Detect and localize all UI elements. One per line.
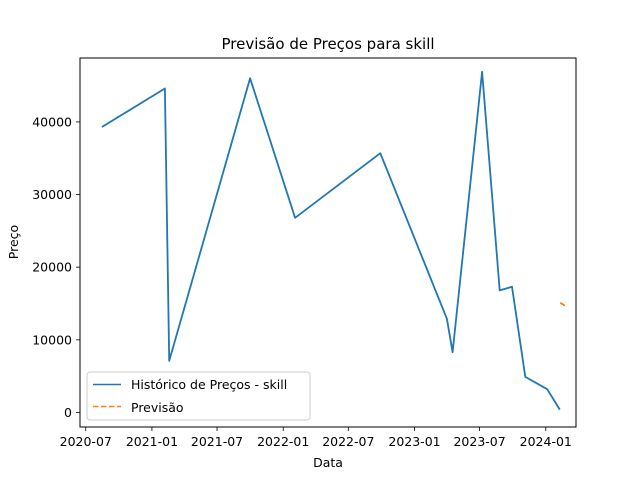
data-point-0-13: [559, 409, 561, 411]
data-point-0-11: [524, 376, 526, 378]
x-tick-label-1: 2021-01: [126, 434, 178, 449]
data-point-0-9: [499, 289, 501, 291]
series-line-1: [559, 302, 567, 308]
x-tick-label-0: 2020-07: [60, 434, 112, 449]
data-point-0-6: [446, 318, 448, 320]
legend-label-historico: Histórico de Preços - skill: [131, 377, 287, 392]
data-point-0-7: [452, 351, 454, 353]
legend-label-previsao: Previsão: [131, 400, 184, 415]
series-line-0: [101, 70, 561, 411]
y-tick-label-0: 0: [64, 405, 72, 420]
legend: Histórico de Preços - skill Previsão: [86, 371, 311, 421]
x-tick-label-7: 2024-01: [520, 434, 572, 449]
x-tick-label-5: 2023-01: [388, 434, 440, 449]
x-tick-label-3: 2022-01: [257, 434, 309, 449]
data-point-0-1: [164, 88, 166, 90]
x-axis-label: Data: [313, 455, 343, 470]
y-tick-label-3: 30000: [32, 187, 72, 202]
data-point-0-12: [546, 388, 548, 390]
data-point-0-10: [511, 286, 513, 288]
data-point-0-2: [168, 360, 170, 362]
chart-title: Previsão de Preços para skill: [221, 35, 434, 53]
data-point-0-0: [101, 126, 103, 128]
data-point-0-3: [249, 77, 251, 79]
x-tick-label-6: 2023-07: [453, 434, 505, 449]
data-point-1-1: [565, 305, 567, 307]
y-tick-label-4: 40000: [32, 114, 72, 129]
y-tick-label-2: 20000: [32, 260, 72, 275]
y-tick-label-1: 10000: [32, 332, 72, 347]
data-point-0-8: [481, 71, 483, 73]
x-tick-label-4: 2022-07: [322, 434, 374, 449]
y-axis-label: Preço: [6, 225, 21, 259]
data-point-1-0: [559, 302, 561, 304]
plot-frame: [79, 57, 577, 428]
data-point-0-5: [379, 152, 381, 154]
x-tick-label-2: 2021-07: [191, 434, 243, 449]
legend-box: [86, 371, 311, 421]
data-point-0-4: [294, 217, 296, 219]
